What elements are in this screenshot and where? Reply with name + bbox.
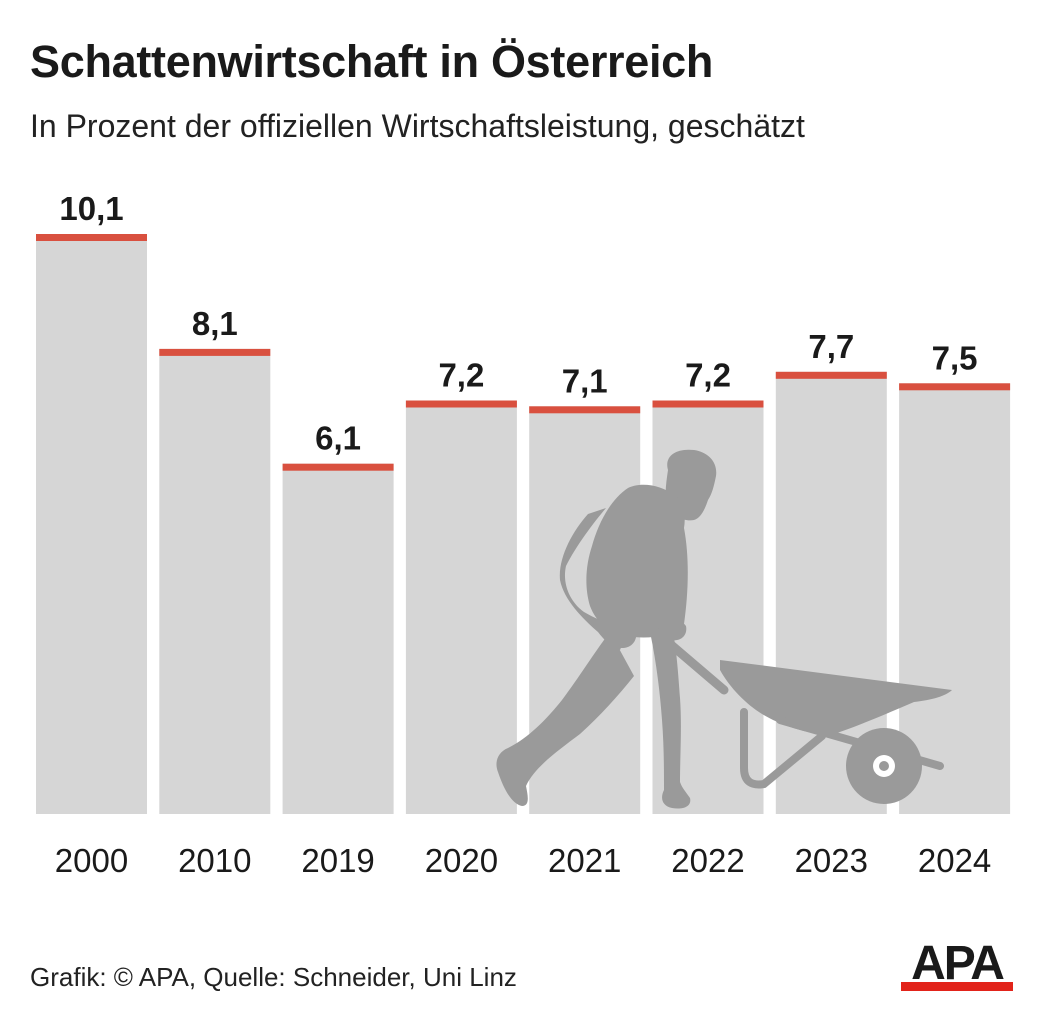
bar-2000	[36, 234, 147, 814]
category-label-2019: 2019	[301, 842, 374, 879]
person-front-leg	[496, 632, 634, 806]
chart-title: Schattenwirtschaft in Österreich	[30, 36, 714, 87]
value-label-2000: 10,1	[59, 190, 123, 227]
category-label-2000: 2000	[55, 842, 128, 879]
person-left-arm	[559, 508, 626, 650]
apa-logo: APA	[901, 940, 1013, 991]
wheelbarrow-wheel-axle	[879, 761, 889, 771]
category-label-2022: 2022	[671, 842, 744, 879]
value-label-2020: 7,2	[438, 357, 484, 394]
value-label-2010: 8,1	[192, 305, 238, 342]
wheelbarrow-person-illustration	[496, 449, 952, 809]
value-label-2019: 6,1	[315, 420, 361, 457]
category-label-2020: 2020	[425, 842, 498, 879]
value-label-2024: 7,5	[932, 339, 978, 376]
wheelbarrow-handle	[651, 627, 729, 695]
apa-logo-bar	[901, 982, 1013, 991]
labels-layer: 10,1 2000 8,1 2010 6,1 2019 7,2 2020 7,1 2021 7,2 2…	[55, 190, 992, 879]
bar-top-line-2010	[159, 348, 271, 356]
value-label-2022: 7,2	[685, 357, 731, 394]
value-label-2023: 7,7	[808, 328, 854, 365]
bar-top-line-2023	[775, 371, 887, 379]
bar-top-line-2020	[405, 400, 517, 408]
apa-logo-text: APA	[911, 940, 1004, 990]
wheelbarrow	[651, 627, 952, 804]
bar-2024	[899, 383, 1011, 814]
bar-2010	[159, 348, 271, 814]
person-torso	[586, 484, 688, 638]
bar-top-line-2022	[652, 400, 764, 408]
chart-subtitle: In Prozent der offiziellen Wirtschaftsle…	[30, 108, 805, 144]
category-label-2010: 2010	[178, 842, 251, 879]
category-label-2021: 2021	[548, 842, 621, 879]
bar-top-line-2019	[282, 463, 394, 471]
category-label-2024: 2024	[918, 842, 991, 879]
category-label-2023: 2023	[795, 842, 868, 879]
bar-top-line-2024	[899, 383, 1011, 391]
value-label-2021: 7,1	[562, 362, 608, 399]
person-back-leg	[650, 628, 691, 809]
bar-chart: 10,1 2000 8,1 2010 6,1 2019 7,2 2020 7,1 2021 7,2 2…	[36, 190, 1011, 879]
source-credit: Grafik: © APA, Quelle: Schneider, Uni Li…	[30, 962, 517, 992]
bars-layer	[36, 234, 1011, 814]
bar-2020	[405, 400, 517, 814]
person-silhouette	[496, 449, 717, 809]
bar-2019	[282, 463, 394, 814]
wheelbarrow-frame	[740, 708, 826, 789]
bar-top-line-2021	[529, 406, 641, 414]
bar-top-line-2000	[36, 234, 147, 241]
wheelbarrow-tub	[720, 660, 952, 735]
